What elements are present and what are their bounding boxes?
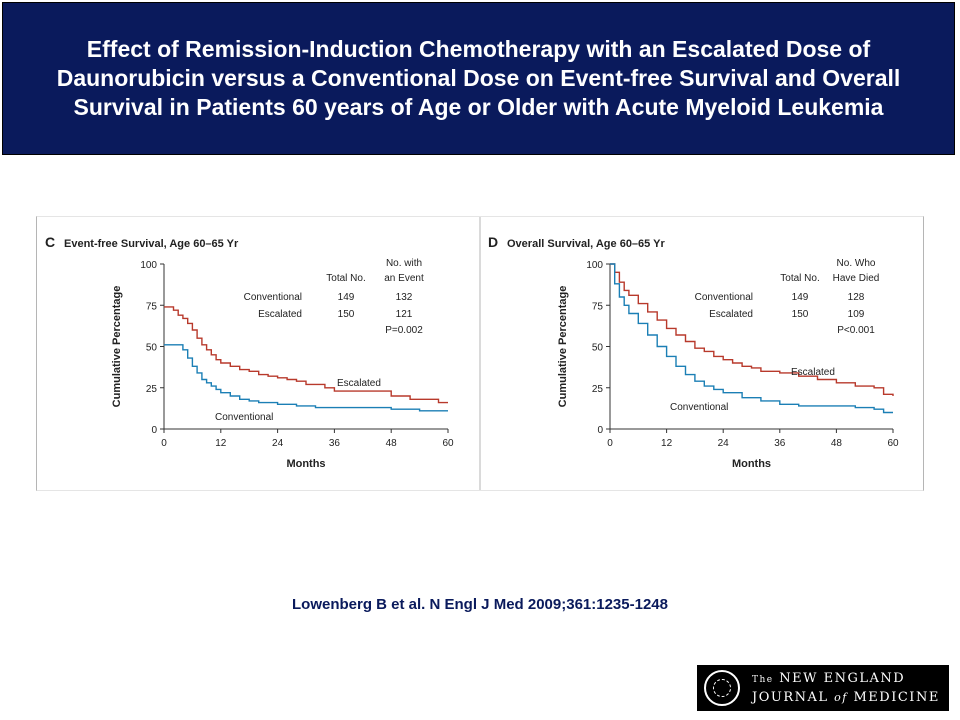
table-header-events-1: No. Who bbox=[837, 258, 876, 269]
chart-panel-d: D Overall Survival, Age 60–65 Yr 0 25 50 75 10… bbox=[488, 234, 899, 470]
series-line-conventional bbox=[610, 263, 893, 414]
y-axis-label: Cumulative Percentage bbox=[557, 286, 569, 408]
series-line-escalated bbox=[164, 306, 448, 404]
title-banner: Effect of Remission-Induction Chemothera… bbox=[2, 2, 955, 155]
survival-figure: C Event-free Survival, Age 60–65 Yr 0 25 50 7… bbox=[36, 216, 924, 491]
table-header-total: Total No. bbox=[326, 273, 365, 284]
y-axis-label: Cumulative Percentage bbox=[111, 286, 123, 408]
table-row-events: 132 bbox=[396, 292, 413, 303]
nejm-logo: The NEW ENGLAND JOURNAL of MEDICINE bbox=[697, 665, 949, 711]
y-tick-label: 75 bbox=[592, 301, 604, 312]
x-tick-label: 24 bbox=[272, 438, 284, 449]
panel-title: Event-free Survival, Age 60–65 Yr bbox=[64, 238, 239, 250]
nejm-wordmark: The NEW ENGLAND JOURNAL of MEDICINE bbox=[752, 670, 940, 706]
nejm-of: of bbox=[834, 691, 848, 704]
x-tick-label: 24 bbox=[718, 438, 730, 449]
y-tick-label: 0 bbox=[597, 425, 603, 436]
series-label-escalated: Escalated bbox=[791, 367, 835, 378]
p-value: P<0.001 bbox=[837, 325, 875, 336]
nejm-seal-icon bbox=[704, 670, 740, 706]
x-tick-label: 36 bbox=[774, 438, 786, 449]
x-tick-label: 60 bbox=[887, 438, 899, 449]
survival-charts-svg: C Event-free Survival, Age 60–65 Yr 0 25 50 7… bbox=[45, 217, 899, 490]
nejm-medicine: MEDICINE bbox=[853, 690, 940, 705]
table-row-label: Escalated bbox=[709, 309, 753, 320]
y-tick-label: 25 bbox=[592, 384, 604, 395]
y-tick-label: 100 bbox=[586, 260, 603, 271]
panel-letter: C bbox=[45, 234, 55, 250]
panel-letter: D bbox=[488, 234, 498, 250]
y-tick-label: 100 bbox=[140, 260, 157, 271]
x-tick-label: 48 bbox=[386, 438, 398, 449]
table-header-events-2: an Event bbox=[384, 273, 424, 284]
slide-title: Effect of Remission-Induction Chemothera… bbox=[56, 36, 901, 120]
table-row-events: 109 bbox=[848, 309, 865, 320]
nejm-the: The bbox=[752, 675, 774, 685]
table-row-events: 121 bbox=[396, 309, 413, 320]
y-tick-label: 50 bbox=[592, 343, 604, 354]
nejm-new-england: NEW ENGLAND bbox=[779, 671, 906, 686]
table-header-total: Total No. bbox=[780, 273, 819, 284]
nejm-journal: JOURNAL bbox=[752, 690, 829, 705]
x-tick-label: 0 bbox=[161, 438, 167, 449]
table-header-events-2: Have Died bbox=[833, 273, 880, 284]
p-value: P=0.002 bbox=[385, 325, 423, 336]
table-row-label: Conventional bbox=[244, 292, 302, 303]
series-line-escalated bbox=[610, 263, 894, 396]
x-tick-label: 12 bbox=[215, 438, 227, 449]
x-tick-label: 60 bbox=[442, 438, 454, 449]
panel-title: Overall Survival, Age 60–65 Yr bbox=[507, 238, 665, 250]
table-header-events-1: No. with bbox=[386, 258, 422, 269]
series-label-escalated: Escalated bbox=[337, 378, 381, 389]
table-row-events: 128 bbox=[848, 292, 865, 303]
x-tick-label: 0 bbox=[607, 438, 613, 449]
chart-panel-c: C Event-free Survival, Age 60–65 Yr 0 25 50 7… bbox=[45, 234, 454, 470]
table-row-label: Escalated bbox=[258, 309, 302, 320]
y-tick-label: 25 bbox=[146, 384, 158, 395]
table-row-total: 150 bbox=[338, 309, 355, 320]
x-axis-label: Months bbox=[286, 458, 325, 470]
x-tick-label: 48 bbox=[831, 438, 843, 449]
series-label-conventional: Conventional bbox=[215, 412, 273, 423]
table-row-total: 149 bbox=[792, 292, 809, 303]
citation: Lowenberg B et al. N Engl J Med 2009;361… bbox=[292, 596, 668, 613]
series-line-conventional bbox=[164, 344, 448, 412]
series-label-conventional: Conventional bbox=[670, 402, 728, 413]
table-row-label: Conventional bbox=[695, 292, 753, 303]
x-axis-label: Months bbox=[732, 458, 771, 470]
y-tick-label: 0 bbox=[151, 425, 157, 436]
x-tick-label: 12 bbox=[661, 438, 673, 449]
table-row-total: 149 bbox=[338, 292, 355, 303]
table-row-total: 150 bbox=[792, 309, 809, 320]
x-tick-label: 36 bbox=[329, 438, 341, 449]
y-tick-label: 75 bbox=[146, 301, 158, 312]
y-tick-label: 50 bbox=[146, 343, 158, 354]
